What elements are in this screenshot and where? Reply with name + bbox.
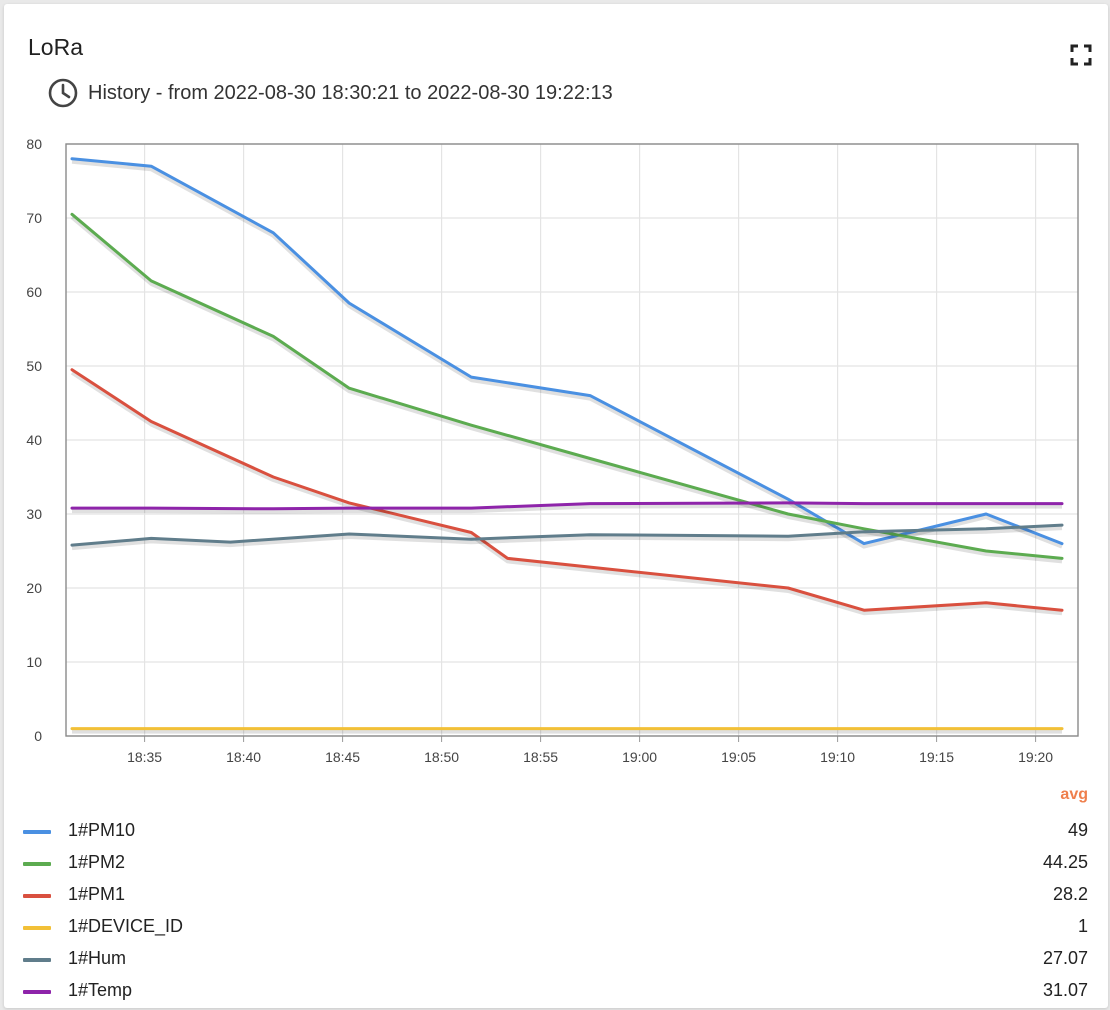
legend-avg-value: 1 [1077, 916, 1088, 936]
series-line-1-hum [70, 523, 1064, 547]
y-tick-label: 0 [34, 728, 42, 744]
series-shadow [70, 215, 1063, 564]
legend-avg-value: 28.2 [1052, 884, 1088, 904]
legend-swatch [23, 926, 51, 930]
legend-label: 1#Temp [68, 980, 133, 1000]
y-tick-label: 70 [26, 210, 42, 226]
legend-label: 1#PM2 [68, 852, 126, 872]
legend-avg-value: 27.07 [1042, 948, 1088, 968]
x-tick-label: 18:55 [523, 749, 558, 765]
y-tick-label: 40 [26, 432, 42, 448]
line-chart[interactable]: 0 10 20 30 40 50 60 70 80 18:35 18:40 18:45 18:50 18:… [4, 4, 1108, 784]
legend-item-1-pm1[interactable]: 1#PM1 28.2 [4, 880, 1108, 912]
history-range: History - from 2022-08-30 18:30:21 to 20… [46, 76, 613, 110]
legend-avg-value: 49 [1067, 820, 1088, 840]
legend-avg-header: avg [1060, 786, 1088, 803]
legend-item-1-pm10[interactable]: 1#PM10 49 [4, 816, 1108, 848]
legend-swatch [23, 830, 51, 834]
legend-avg-value: 44.25 [1042, 852, 1088, 872]
clock-icon [46, 76, 80, 110]
series-line-1-pm2 [70, 212, 1064, 560]
x-tick-label: 19:15 [919, 749, 954, 765]
widget-card: LoRa History - from 2022-08-30 18:30:21 … [4, 4, 1108, 1008]
legend-item-1-temp[interactable]: 1#Temp 31.07 [4, 976, 1108, 1008]
legend-label: 1#PM1 [68, 884, 126, 904]
x-tick-label: 18:45 [325, 749, 360, 765]
x-tick-label: 19:20 [1018, 749, 1053, 765]
y-tick-label: 10 [26, 654, 42, 670]
legend-label: 1#Hum [68, 948, 127, 968]
legend-label: 1#PM10 [68, 820, 136, 840]
x-tick-label: 19:00 [622, 749, 657, 765]
y-tick-label: 80 [26, 136, 42, 152]
series-shadow [72, 503, 1062, 514]
plot-frame [65, 143, 1079, 737]
legend-label: 1#DEVICE_ID [68, 916, 184, 936]
y-tick-label: 60 [26, 284, 42, 300]
series-shadow [71, 526, 1063, 551]
x-tick-label: 18:40 [226, 749, 261, 765]
legend-swatch [23, 958, 51, 962]
series-shadow [70, 371, 1063, 616]
y-tick-label: 50 [26, 358, 42, 374]
series-line-1-pm1 [70, 368, 1064, 612]
legend-item-1-hum[interactable]: 1#Hum 27.07 [4, 944, 1108, 976]
x-tick-label: 18:50 [424, 749, 459, 765]
legend-swatch [23, 894, 51, 898]
series-line-1-pm10 [70, 157, 1064, 546]
series-line-1-temp [70, 501, 1064, 511]
fullscreen-icon[interactable] [1070, 44, 1092, 66]
legend-swatch [23, 990, 51, 994]
legend-item-1-device-id[interactable]: 1#DEVICE_ID 1 [4, 912, 1108, 944]
legend-avg-value: 31.07 [1042, 980, 1088, 1000]
series-shadow [71, 159, 1063, 549]
widget-title: LoRa [28, 34, 83, 60]
y-tick-label: 30 [26, 506, 42, 522]
legend-item-1-pm2[interactable]: 1#PM2 44.25 [4, 848, 1108, 880]
x-tick-label: 19:05 [721, 749, 756, 765]
y-tick-label: 20 [26, 580, 42, 596]
history-text: History - from 2022-08-30 18:30:21 to 20… [88, 81, 613, 104]
legend-swatch [23, 862, 51, 866]
x-tick-label: 19:10 [820, 749, 855, 765]
x-tick-label: 18:35 [127, 749, 162, 765]
